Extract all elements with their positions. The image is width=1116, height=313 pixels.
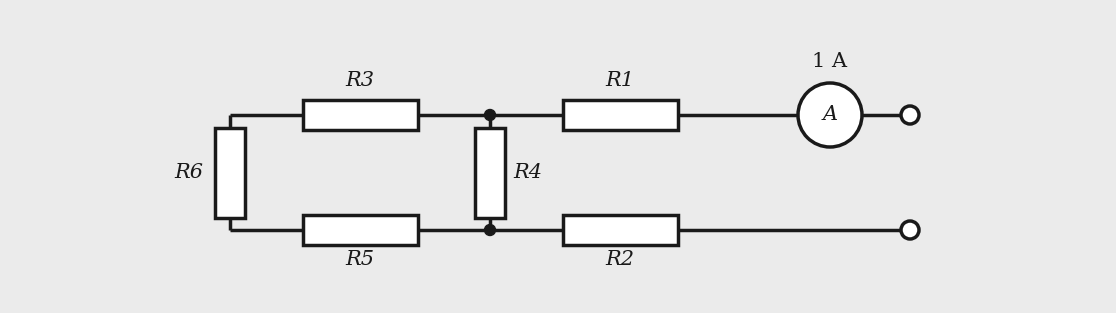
Circle shape — [484, 224, 496, 235]
Text: R1: R1 — [606, 71, 635, 90]
Text: R4: R4 — [513, 163, 542, 182]
Text: R6: R6 — [174, 163, 203, 182]
Text: R2: R2 — [606, 250, 635, 269]
FancyBboxPatch shape — [215, 127, 246, 218]
Circle shape — [901, 106, 918, 124]
FancyBboxPatch shape — [562, 100, 677, 130]
FancyBboxPatch shape — [475, 127, 506, 218]
FancyBboxPatch shape — [562, 215, 677, 245]
Circle shape — [798, 83, 862, 147]
Text: 1 A: 1 A — [812, 52, 847, 71]
Text: R5: R5 — [346, 250, 375, 269]
Circle shape — [901, 221, 918, 239]
Text: R3: R3 — [346, 71, 375, 90]
Circle shape — [484, 110, 496, 121]
FancyBboxPatch shape — [302, 100, 417, 130]
Text: A: A — [822, 105, 838, 125]
FancyBboxPatch shape — [302, 215, 417, 245]
